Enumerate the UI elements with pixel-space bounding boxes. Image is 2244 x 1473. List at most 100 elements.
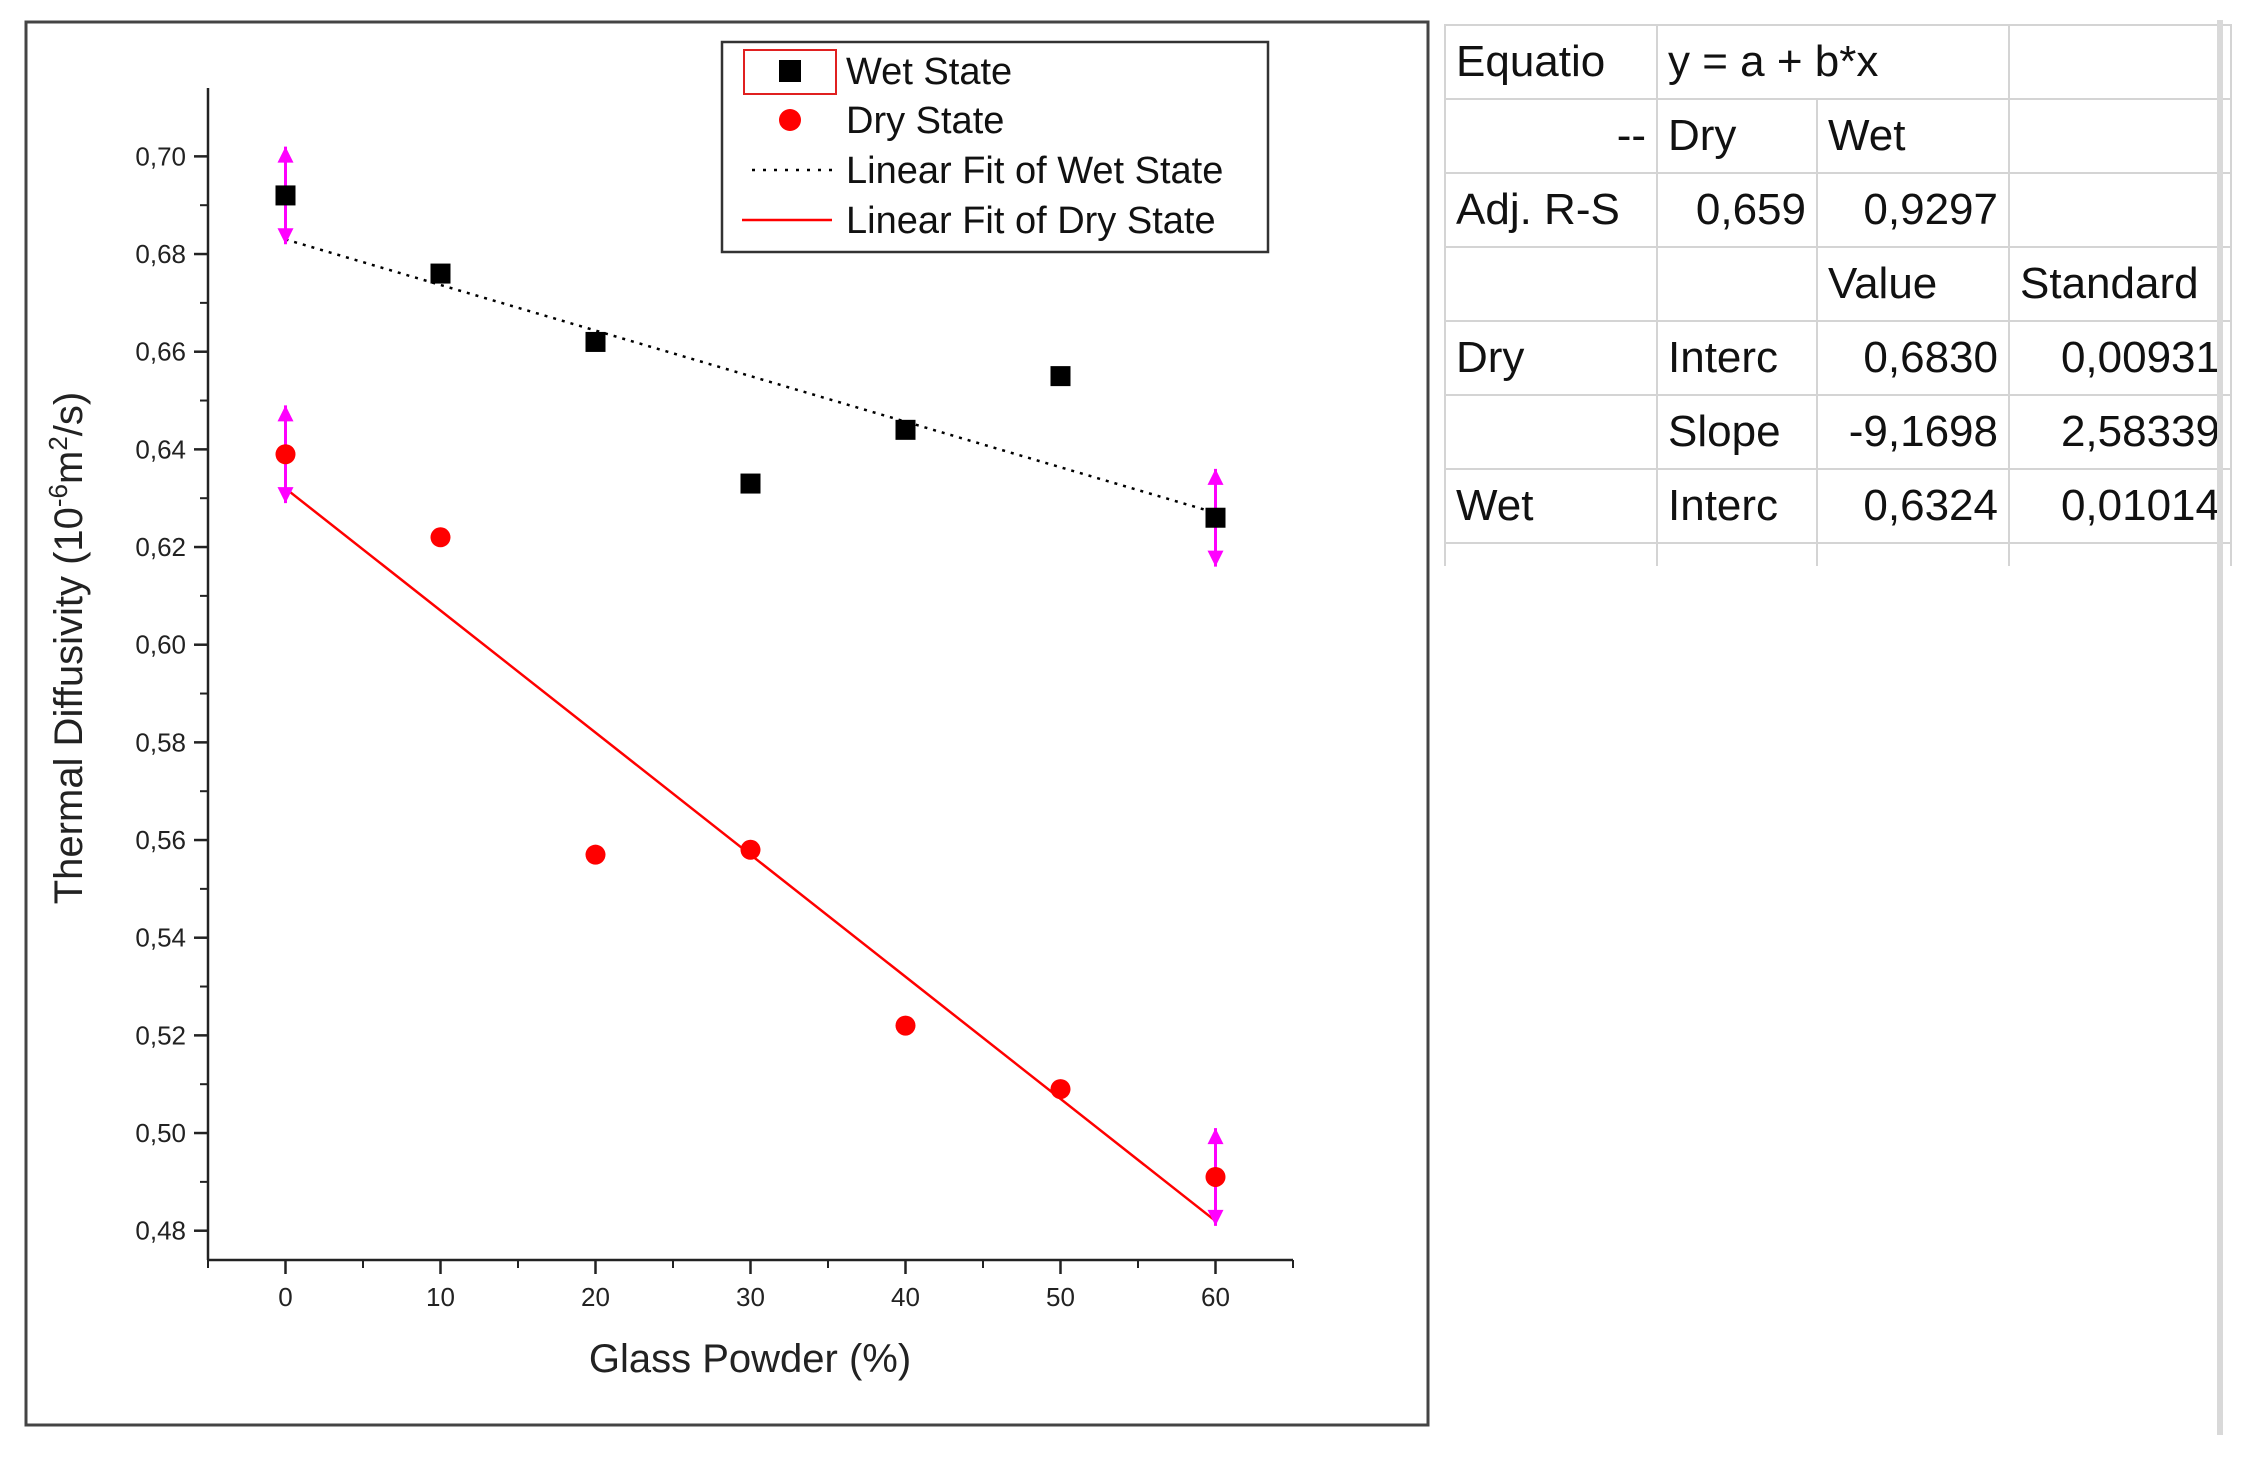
dry-data-point — [1205, 1166, 1226, 1187]
table-cell: Adj. R-S — [1444, 172, 1658, 248]
y-tick-label: 0,60 — [135, 630, 186, 660]
table-cell: Wet — [1444, 468, 1658, 544]
legend-label-dry: Dry State — [846, 100, 1004, 142]
data-points — [275, 185, 1226, 1187]
y-tick-label: 0,54 — [135, 923, 186, 953]
x-tick-label: 10 — [426, 1282, 455, 1312]
legend-label-wet: Wet State — [846, 51, 1012, 93]
table-cell — [1656, 246, 1818, 322]
wet-data-point — [895, 419, 916, 440]
chart: 0 10 20 30 40 50 60 0,48 0,50 0,52 0,54 0,56 0,58 0,6… — [24, 20, 1430, 1427]
wet-data-point — [585, 331, 606, 352]
table-cell: Dry — [1656, 98, 1818, 174]
table-cell: 0,9297 — [1816, 172, 2010, 248]
y-tick-label: 0,70 — [135, 141, 186, 171]
y-axis-label-exp2: 2 — [43, 436, 73, 450]
y-tick-label: 0,62 — [135, 532, 186, 562]
table-cell: -9,1698 — [1816, 394, 2010, 470]
table-cell: Standard — [2008, 246, 2232, 322]
table-cell: 2,58339 — [2008, 394, 2232, 470]
table-cell: 0,659 — [1656, 172, 1818, 248]
y-axis-label-exp1: -6 — [43, 484, 73, 507]
y-tick-label: 0,48 — [135, 1216, 186, 1246]
error-bar-cap-top — [1207, 468, 1224, 485]
table-cell: 0,6830 — [1816, 320, 2010, 396]
y-tick-label: 0,50 — [135, 1118, 186, 1148]
y-tick-label: 0,68 — [135, 239, 186, 269]
y-axis-label: Thermal Diffusivity (10-6m2/s) — [43, 392, 91, 905]
table-row: -- Dry Wet — [1444, 98, 2232, 174]
legend-marker-dry — [779, 109, 801, 131]
wet-data-point — [275, 185, 296, 206]
y-tick-label: 0,58 — [135, 727, 186, 757]
error-bar-cap-bottom — [277, 487, 294, 504]
error-bar-cap-bottom — [1207, 1209, 1224, 1226]
error-bar-cap-top — [277, 405, 294, 422]
error-bar-cap-top — [277, 146, 294, 163]
table-row — [1444, 542, 2232, 566]
error-bar-cap-top — [1207, 1128, 1224, 1145]
error-bar-cap-bottom — [1207, 550, 1224, 567]
legend-marker-wet — [779, 60, 801, 82]
wet-data-point — [1205, 507, 1226, 528]
dry-data-point — [430, 527, 451, 548]
legend-label-dry-fit: Linear Fit of Dry State — [846, 200, 1216, 242]
table-row: Slope -9,1698 2,58339 — [1444, 394, 2232, 470]
table-row: Equatio y = a + b*x — [1444, 24, 2232, 100]
wet-data-point — [430, 263, 451, 284]
table-row: Value Standard — [1444, 246, 2232, 322]
table-cell: Interc — [1656, 320, 1818, 396]
table-row: Adj. R-S 0,659 0,9297 — [1444, 172, 2232, 248]
table-cell — [2008, 24, 2232, 100]
legend-box — [720, 40, 1270, 254]
x-tick-label: 20 — [581, 1282, 610, 1312]
table-cell — [2008, 172, 2232, 248]
table-cell: 0,6324 — [1816, 468, 2010, 544]
y-axis-label-mid: m — [47, 451, 91, 484]
fit-results-table: Equatio y = a + b*x -- Dry Wet Adj. R-S … — [1444, 24, 2232, 566]
table-cell — [1444, 246, 1658, 322]
table-cell: 0,01014 — [2008, 468, 2232, 544]
table-cell — [1656, 542, 1818, 566]
table-cell — [2008, 98, 2232, 174]
wet-data-point — [1050, 366, 1071, 387]
dry-data-point — [585, 844, 606, 865]
axes: 0 10 20 30 40 50 60 0,48 0,50 0,52 0,54 0,56 0,58 0,6… — [135, 88, 1294, 1312]
table-cell: 0,00931 — [2008, 320, 2232, 396]
y-tick-label: 0,52 — [135, 1020, 186, 1050]
table-cell — [1444, 542, 1658, 566]
table-window-edge — [2217, 20, 2223, 1435]
legend-label-wet-fit: Linear Fit of Wet State — [846, 150, 1223, 192]
table-cell: Wet — [1816, 98, 2010, 174]
dry-data-point — [895, 1015, 916, 1036]
table-cell: Slope — [1656, 394, 1818, 470]
x-tick-label: 0 — [278, 1282, 292, 1312]
table-cell: Dry — [1444, 320, 1658, 396]
table-cell: Interc — [1656, 468, 1818, 544]
x-axis-label: Glass Powder (%) — [589, 1337, 911, 1381]
legend-swatch-highlight — [743, 49, 837, 95]
table-row: Dry Interc 0,6830 0,00931 — [1444, 320, 2232, 396]
x-tick-label: 60 — [1201, 1282, 1230, 1312]
y-axis-label-suffix: /s) — [47, 392, 91, 436]
dry-data-point — [740, 839, 761, 860]
x-tick-label: 50 — [1046, 1282, 1075, 1312]
x-tick-label: 30 — [736, 1282, 765, 1312]
y-tick-label: 0,64 — [135, 434, 186, 464]
table-cell — [1444, 394, 1658, 470]
chart-frame — [24, 20, 1430, 1427]
legend: Wet State Dry State Linear Fit of Wet St… — [720, 40, 1270, 254]
table-cell: Value — [1816, 246, 2010, 322]
table-cell: -- — [1444, 98, 1658, 174]
wet-data-point — [740, 473, 761, 494]
y-tick-label: 0,56 — [135, 825, 186, 855]
table-cell: y = a + b*x — [1656, 24, 2010, 100]
table-cell — [1816, 542, 2010, 566]
dry-data-point — [1050, 1079, 1071, 1100]
table-row: Wet Interc 0,6324 0,01014 — [1444, 468, 2232, 544]
y-tick-label: 0,66 — [135, 337, 186, 367]
table-cell: Equatio — [1444, 24, 1658, 100]
x-tick-label: 40 — [891, 1282, 920, 1312]
dry-data-point — [275, 444, 296, 465]
table-cell — [2008, 542, 2232, 566]
